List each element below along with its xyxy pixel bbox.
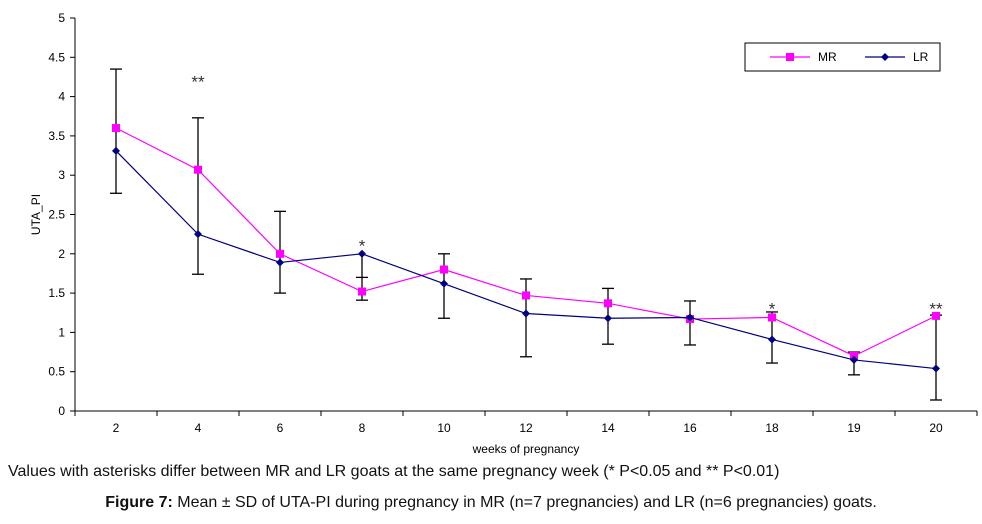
point-MR (440, 265, 448, 274)
legend-marker-LR (881, 53, 889, 61)
x-tick-label: 6 (277, 421, 284, 435)
figure-caption: Figure 7: Mean ± SD of UTA-PI during pre… (0, 494, 982, 512)
y-tick-label: 2 (58, 247, 65, 261)
x-axis-label: weeks of pregnancy (472, 442, 580, 456)
y-tick-label: 0 (58, 404, 65, 418)
point-LR (522, 309, 530, 318)
point-LR (358, 249, 366, 258)
point-LR (112, 146, 120, 155)
x-tick-label: 19 (847, 421, 861, 435)
point-MR (358, 287, 366, 296)
point-LR (850, 355, 858, 364)
x-tick-label: 20 (929, 421, 943, 435)
legend-marker-MR (786, 53, 794, 61)
point-LR (276, 258, 284, 267)
x-tick-label: 8 (359, 421, 366, 435)
x-tick-label: 18 (765, 421, 779, 435)
point-LR (604, 314, 612, 323)
point-MR (522, 291, 530, 300)
significance-marker: ** (929, 299, 943, 318)
point-MR (604, 299, 612, 308)
y-tick-label: 2.5 (48, 208, 65, 222)
line-chart: 0 0.5 1 1.5 2 2.5 3 3.5 4 4.5 5 2 4 6 8 10 12 14 16 18 19 20 w… (29, 11, 978, 456)
x-tick-label: 2 (113, 421, 120, 435)
point-LR (440, 279, 448, 288)
y-tick-label: 1.5 (48, 286, 65, 300)
x-tick-label: 14 (601, 421, 615, 435)
x-tick-label: 16 (683, 421, 697, 435)
caption-text: Mean ± SD of UTA-PI during pregnancy in … (172, 494, 877, 511)
x-tick-label: 10 (437, 421, 451, 435)
legend-label-MR: MR (818, 50, 837, 64)
point-LR (194, 230, 202, 239)
point-LR (768, 335, 776, 344)
y-tick-label: 0.5 (48, 365, 65, 379)
point-LR (932, 364, 940, 373)
point-MR (194, 165, 202, 174)
y-axis-label: UTA_PI (29, 194, 43, 235)
x-tick-label: 12 (519, 421, 533, 435)
point-MR (768, 313, 776, 322)
point-MR (932, 311, 940, 320)
significance-marker: * (769, 299, 776, 318)
y-tick-label: 1 (58, 325, 65, 339)
y-tick-label: 3 (58, 168, 65, 182)
caption-label: Figure 7: (105, 494, 173, 511)
y-tick-label: 3.5 (48, 129, 65, 143)
y-tick-label: 5 (58, 11, 65, 25)
significance-marker: * (359, 237, 366, 256)
y-tick-label: 4 (58, 90, 65, 104)
significance-note: Values with asterisks differ between MR … (8, 463, 780, 480)
point-LR (686, 313, 694, 322)
point-MR (276, 249, 284, 258)
legend-label-LR: LR (913, 50, 929, 64)
significance-marker: ** (191, 72, 205, 91)
x-tick-label: 4 (195, 421, 202, 435)
point-MR (112, 124, 120, 133)
y-tick-label: 4.5 (48, 50, 65, 64)
